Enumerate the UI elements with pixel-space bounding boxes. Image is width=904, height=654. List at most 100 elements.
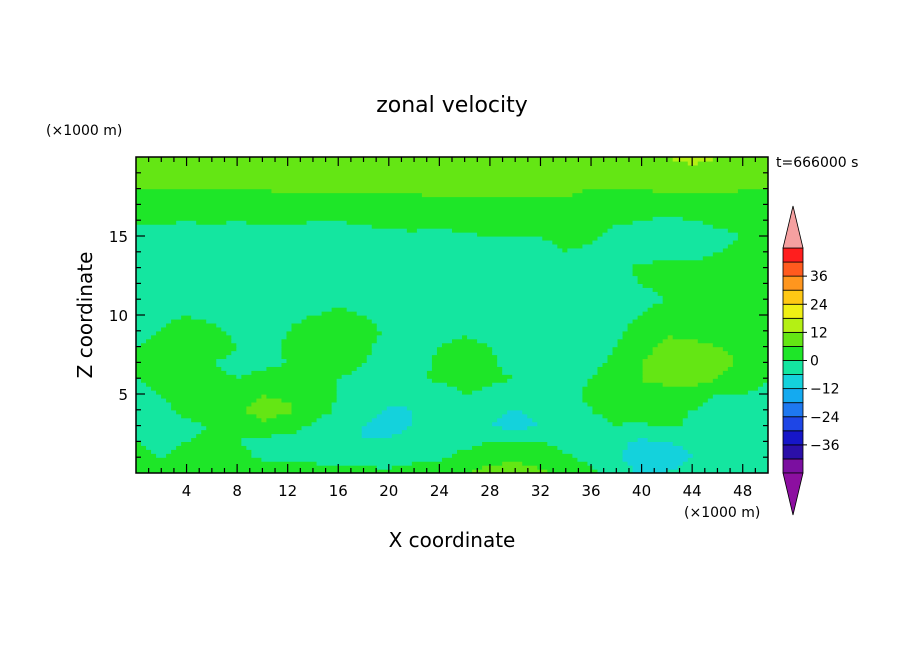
field-cell — [697, 405, 768, 411]
field-cell — [291, 405, 333, 411]
field-cell — [431, 362, 498, 367]
field-cell — [281, 397, 338, 403]
colorbar-swatch — [782, 430, 804, 446]
field-cell — [472, 390, 584, 395]
field-cell — [652, 350, 729, 356]
field-cell — [321, 311, 358, 316]
field-cell — [497, 362, 604, 367]
field-cell — [336, 390, 463, 395]
field-cell — [642, 374, 719, 379]
x-tick-label: 16 — [329, 482, 348, 500]
field-cell — [136, 255, 704, 261]
field-cell — [181, 315, 192, 320]
colorbar-swatch — [782, 346, 804, 361]
field-cell — [457, 386, 483, 391]
x-tick-label: 40 — [632, 482, 651, 500]
field-cell — [622, 334, 669, 340]
field-cell — [607, 354, 649, 360]
field-cell — [592, 465, 634, 470]
field-cell — [652, 346, 724, 352]
colorbar-under-arrow — [782, 472, 804, 516]
field-cell — [682, 421, 768, 427]
field-cell — [136, 382, 147, 387]
field-cell — [136, 208, 768, 213]
field-cell — [431, 366, 503, 371]
field-cell — [266, 417, 318, 423]
field-cell — [246, 220, 308, 225]
field-cell — [652, 303, 768, 308]
field-cell — [151, 449, 172, 454]
field-cell — [136, 307, 333, 312]
field-cell — [216, 322, 293, 328]
field-cell — [136, 370, 227, 375]
field-cell — [587, 401, 704, 407]
field-cell — [482, 465, 538, 470]
field-cell — [712, 342, 768, 348]
field-cell — [136, 157, 674, 162]
field-cell — [136, 283, 644, 288]
field-cell — [477, 232, 604, 237]
field-cell — [356, 311, 644, 316]
field-cell — [552, 239, 594, 245]
field-cell — [587, 382, 664, 387]
field-cell — [512, 374, 594, 379]
field-cell — [376, 334, 463, 340]
field-cell — [291, 322, 378, 328]
field-cell — [411, 409, 508, 415]
field-cell — [251, 453, 453, 458]
field-cell — [722, 346, 768, 352]
field-cell — [642, 366, 729, 371]
field-cell — [502, 413, 528, 419]
field-cell — [156, 330, 227, 336]
field-cell — [136, 184, 768, 190]
field-cell — [421, 192, 573, 198]
field-cell — [361, 433, 393, 439]
field-cell — [361, 362, 433, 367]
field-cell — [141, 441, 182, 446]
field-cell — [136, 374, 237, 379]
colorbar-swatch — [782, 317, 804, 333]
field-cell — [677, 465, 768, 470]
field-cell — [136, 263, 634, 269]
field-cell — [386, 405, 408, 411]
field-cell — [557, 243, 584, 249]
field-cell — [136, 295, 664, 300]
field-cell — [597, 469, 634, 473]
field-cell — [136, 180, 768, 186]
field-cell — [161, 394, 262, 399]
field-cell — [612, 350, 654, 356]
field-cell — [376, 465, 393, 470]
field-cell — [291, 326, 378, 332]
field-cell — [712, 378, 768, 383]
field-cell — [301, 318, 373, 324]
field-cell — [266, 366, 358, 371]
field-cell — [246, 445, 473, 450]
field-cell — [136, 394, 162, 399]
colorbar-swatch — [782, 331, 804, 347]
field-cell — [136, 243, 558, 249]
colorbar-swatch — [782, 275, 804, 291]
field-cell — [246, 405, 293, 411]
colorbar-over-arrow — [782, 205, 804, 249]
field-cell — [441, 457, 578, 462]
field-cell — [136, 160, 689, 166]
colorbar-swatch — [782, 247, 804, 263]
velocity-field — [136, 157, 768, 473]
field-cell — [426, 374, 513, 379]
field-cell — [642, 358, 734, 363]
field-cell — [316, 461, 413, 466]
field-cell — [136, 457, 262, 462]
field-cell — [411, 421, 493, 427]
field-cell — [662, 338, 699, 344]
field-cell — [136, 188, 273, 194]
field-cell — [281, 342, 373, 348]
field-cell — [537, 421, 614, 427]
field-cell — [672, 441, 768, 446]
field-cell — [406, 425, 503, 431]
field-cell — [141, 342, 237, 348]
field-cell — [136, 465, 378, 470]
field-cell — [146, 445, 177, 450]
field-cell — [592, 239, 734, 245]
field-cell — [136, 425, 207, 431]
x-tick-label: 24 — [430, 482, 449, 500]
